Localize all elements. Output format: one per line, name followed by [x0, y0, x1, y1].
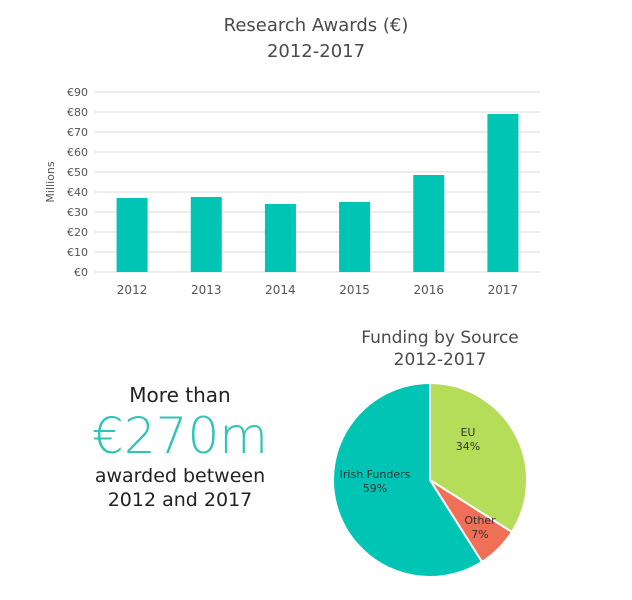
x-tick-label: 2012 — [117, 283, 148, 297]
y-axis-label: Millions — [44, 161, 57, 202]
bar-2017 — [487, 114, 519, 272]
callout-line-1: awarded between — [94, 465, 266, 487]
pie-slice-irish-funders — [332, 381, 484, 578]
pie-slice-percent: 34% — [456, 440, 480, 453]
y-tick-label: €50 — [67, 166, 88, 179]
callout-prefix: More than — [129, 383, 231, 407]
x-tick-label: 2015 — [339, 283, 370, 297]
pie-chart-title: Funding by Source — [361, 328, 519, 348]
y-tick-label: €10 — [67, 246, 88, 259]
callout-line-2: 2012 and 2017 — [107, 489, 253, 511]
x-tick-label: 2016 — [413, 283, 444, 297]
bar-chart: €0 €10 €20 €30 €40 €50 €60 €70 €80 €90 Millions 201… — [44, 86, 540, 297]
pie-chart-subtitle: 2012-2017 — [393, 350, 487, 370]
bar-2013 — [190, 197, 222, 272]
x-tick-label: 2017 — [488, 283, 519, 297]
x-tick-label: 2014 — [265, 283, 296, 297]
bar-2014 — [264, 204, 296, 272]
bar-chart-subtitle: 2012-2017 — [266, 41, 366, 62]
pie-slice-label: EU — [460, 426, 475, 439]
y-tick-label: €60 — [67, 146, 88, 159]
pie-slice-label: Other — [464, 514, 496, 527]
pie-slice-percent: 59% — [363, 482, 387, 495]
y-tick-label: €40 — [67, 186, 88, 199]
pie-slice-percent: 7% — [471, 528, 488, 541]
x-tick-label: 2013 — [191, 283, 222, 297]
y-tick-label: €0 — [74, 266, 88, 279]
y-tick-label: €70 — [67, 126, 88, 139]
bar-2012 — [116, 198, 148, 272]
bar-2015 — [339, 202, 371, 272]
bar-chart-title: Research Awards (€) — [223, 15, 409, 36]
y-tick-label: €80 — [67, 106, 88, 119]
y-tick-label: €20 — [67, 226, 88, 239]
pie-slice-eu — [429, 381, 528, 534]
y-tick-label: €30 — [67, 206, 88, 219]
y-tick-label: €90 — [67, 86, 88, 99]
callout-amount: €270m — [92, 407, 268, 465]
pie-slice-label: Irish Funders — [340, 468, 411, 481]
awards-callout: More than €270m awarded between 2012 and… — [60, 382, 300, 512]
pie-slice-other — [429, 479, 514, 564]
bar-2016 — [413, 175, 445, 272]
